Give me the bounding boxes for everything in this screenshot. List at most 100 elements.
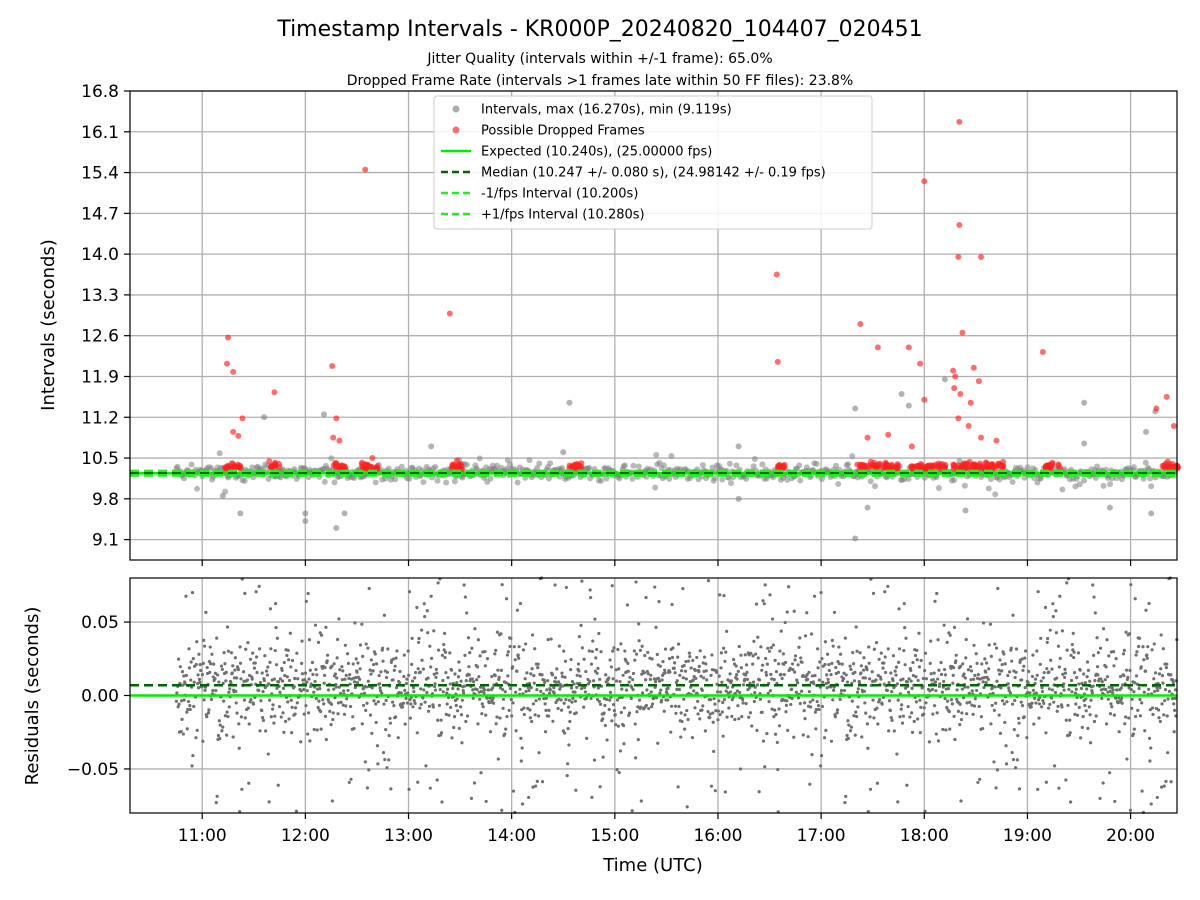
residual-point [770, 646, 773, 649]
residual-point [342, 689, 345, 692]
residuals-xtick-label: 19:00 [1003, 826, 1052, 846]
residual-point [957, 710, 960, 713]
residual-point [1080, 687, 1083, 690]
residual-point [1095, 714, 1098, 717]
residual-point [318, 687, 321, 690]
residual-point [952, 666, 955, 669]
legend: Intervals, max (16.270s), min (9.119s)Po… [434, 96, 872, 229]
residual-point [751, 663, 754, 666]
residual-point [928, 740, 931, 743]
residual-point [448, 651, 451, 654]
residual-point [724, 651, 727, 654]
residual-point [819, 764, 822, 767]
dropped-frame-point [271, 389, 277, 395]
residuals-xtick-label: 14:00 [487, 826, 536, 846]
residual-point [1153, 642, 1156, 645]
residual-point [847, 737, 850, 740]
residual-point [683, 728, 686, 731]
interval-point [333, 525, 339, 531]
residual-point [296, 677, 299, 680]
residual-point [372, 663, 375, 666]
residual-point [735, 664, 738, 667]
residual-point [833, 611, 836, 614]
residual-point [510, 714, 513, 717]
residual-point [932, 678, 935, 681]
residual-point [1042, 702, 1045, 705]
residual-point [403, 689, 406, 692]
residual-point [1036, 788, 1039, 791]
residual-point [718, 675, 721, 678]
residual-point [259, 699, 262, 702]
residual-point [810, 753, 813, 756]
residual-point [553, 691, 556, 694]
interval-point [428, 443, 434, 449]
residual-point [995, 786, 998, 789]
residual-point [183, 698, 186, 701]
residual-point [391, 678, 394, 681]
residual-point [216, 795, 219, 798]
residual-point [1041, 699, 1044, 702]
residual-point [467, 665, 470, 668]
residual-point [759, 698, 762, 701]
residual-point [894, 669, 897, 672]
residual-point [1024, 649, 1027, 652]
residual-point [226, 715, 229, 718]
residual-point [433, 682, 436, 685]
residual-point [1161, 682, 1164, 685]
residual-point [398, 681, 401, 684]
residual-point [1162, 713, 1165, 716]
residual-point [449, 706, 452, 709]
residual-point [901, 677, 904, 680]
residual-point [531, 667, 534, 670]
residual-point [1158, 686, 1161, 689]
residual-point [1146, 657, 1149, 660]
residual-point [561, 684, 564, 687]
residual-point [866, 722, 869, 725]
dropped-frame-point [329, 363, 335, 369]
residual-point [1084, 681, 1087, 684]
residual-point [440, 800, 443, 803]
residual-point [853, 671, 856, 674]
residual-point [355, 671, 358, 674]
residual-point [455, 681, 458, 684]
residual-point [820, 754, 823, 757]
residual-point [706, 710, 709, 713]
residual-point [654, 626, 657, 629]
residual-point [470, 797, 473, 800]
residual-point [973, 704, 976, 707]
residual-point [301, 672, 304, 675]
residual-point [628, 681, 631, 684]
residual-point [702, 676, 705, 679]
residual-point [382, 702, 385, 705]
residual-point [762, 740, 765, 743]
residual-point [717, 699, 720, 702]
residual-point [631, 688, 634, 691]
residual-point [1124, 715, 1127, 718]
residual-point [623, 649, 626, 652]
residual-point [880, 651, 883, 654]
residual-point [197, 653, 200, 656]
residual-point [317, 700, 320, 703]
residual-point [597, 686, 600, 689]
residual-point [709, 698, 712, 701]
residual-point [320, 728, 323, 731]
residual-point [534, 713, 537, 716]
residual-point [839, 653, 842, 656]
residual-point [356, 661, 359, 664]
residual-point [521, 802, 524, 805]
residual-point [379, 670, 382, 673]
residual-point [198, 678, 201, 681]
residual-point [1147, 688, 1150, 691]
residual-point [281, 711, 284, 714]
residual-point [769, 673, 772, 676]
residual-point [741, 701, 744, 704]
residual-point [1054, 609, 1057, 612]
residual-point [1069, 800, 1072, 803]
dropped-frame-point [921, 178, 927, 184]
residual-point [813, 595, 816, 598]
residual-point [539, 690, 542, 693]
residual-point [348, 781, 351, 784]
residual-point [917, 679, 920, 682]
residual-point [1079, 736, 1082, 739]
residual-point [332, 711, 335, 714]
